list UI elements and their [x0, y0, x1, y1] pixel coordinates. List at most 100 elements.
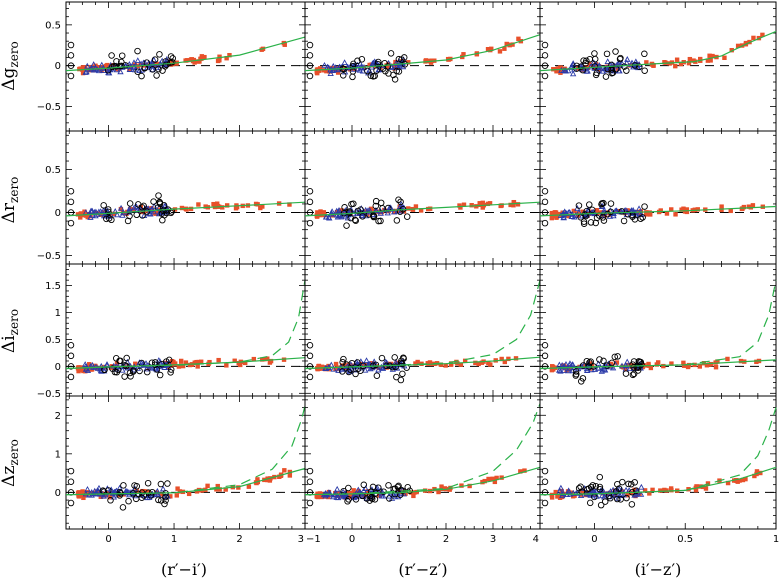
panel-frame	[539, 395, 777, 530]
data-point-square	[482, 478, 487, 484]
data-point-square	[485, 47, 491, 52]
data-point-circle	[634, 364, 642, 371]
data-point-circle	[67, 62, 75, 69]
fit-line-solid	[65, 36, 306, 72]
data-point-square	[335, 70, 341, 75]
data-point-square	[743, 40, 749, 46]
xlabel-col-2: (i′−z′)	[635, 560, 682, 579]
panel-frame	[539, 263, 777, 397]
data-point-square	[339, 363, 345, 368]
data-point-square	[439, 484, 444, 489]
data-point-circle	[393, 67, 400, 75]
data-point-triangle	[126, 66, 133, 72]
data-point-circle	[596, 486, 604, 493]
data-point-circle	[541, 52, 549, 59]
data-point-circle	[579, 66, 586, 74]
data-point-square	[174, 493, 179, 498]
data-point-square	[494, 475, 499, 481]
data-point-triangle	[119, 211, 126, 218]
data-point-circle	[589, 482, 597, 489]
data-point-circle	[591, 55, 599, 63]
panel-r1-c1	[304, 130, 541, 265]
data-point-square	[669, 207, 674, 212]
data-point-circle	[399, 370, 406, 378]
data-point-square	[168, 494, 173, 499]
data-point-square	[580, 209, 585, 214]
data-point-circle	[637, 358, 645, 366]
data-point-circle	[108, 52, 115, 59]
data-point-triangle	[153, 490, 161, 497]
data-point-square	[195, 59, 201, 64]
data-point-square	[442, 486, 448, 491]
data-point-square	[75, 491, 81, 496]
data-point-square	[473, 360, 478, 366]
data-point-square	[615, 66, 621, 71]
data-point-square	[751, 35, 756, 41]
data-point-circle	[157, 480, 165, 488]
data-point-square	[188, 57, 194, 62]
fit-line-dashed	[304, 403, 541, 496]
data-point-circle	[360, 362, 367, 370]
data-point-triangle	[140, 59, 147, 66]
data-point-circle	[138, 489, 146, 496]
data-point-circle	[541, 72, 549, 80]
data-point-square	[654, 362, 660, 367]
data-point-square	[485, 201, 491, 207]
x-tick-label: 0	[349, 534, 355, 545]
data-point-square	[282, 468, 287, 473]
data-point-circle	[134, 47, 141, 55]
data-point-square	[553, 489, 558, 495]
data-point-square	[664, 488, 669, 493]
data-point-circle	[586, 201, 593, 208]
data-point-circle	[572, 368, 580, 375]
data-point-circle	[354, 57, 361, 65]
data-point-circle	[157, 497, 165, 504]
data-point-square	[118, 206, 124, 212]
data-point-circle	[306, 467, 314, 475]
fit-line-solid	[304, 34, 541, 72]
data-point-square	[644, 212, 649, 217]
data-point-square	[361, 65, 367, 71]
data-point-square	[76, 365, 81, 370]
data-point-square	[265, 477, 270, 483]
data-point-square	[754, 359, 759, 365]
data-point-circle	[541, 219, 549, 227]
data-point-triangle	[342, 365, 349, 371]
data-point-circle	[67, 352, 75, 360]
data-point-circle	[350, 60, 357, 68]
fit-line-solid	[304, 356, 541, 370]
data-point-square	[315, 70, 320, 76]
data-point-square	[738, 358, 744, 364]
data-point-circle	[617, 54, 624, 62]
data-point-square	[78, 66, 83, 71]
data-point-circle	[167, 209, 175, 217]
data-point-square	[278, 473, 284, 478]
data-point-square	[734, 478, 739, 483]
data-point-square	[183, 360, 189, 365]
data-point-circle	[306, 499, 314, 507]
data-point-triangle	[601, 65, 608, 72]
data-point-square	[735, 43, 741, 49]
fit-line-solid	[65, 357, 306, 370]
data-point-circle	[168, 58, 176, 66]
data-point-square	[513, 356, 519, 361]
data-point-circle	[149, 488, 156, 496]
data-point-circle	[611, 353, 619, 361]
data-point-square	[644, 60, 649, 65]
data-point-circle	[393, 217, 401, 224]
data-point-square	[215, 203, 221, 209]
panel-r3-c0: 0 1 2 0 1 2 3	[55, 395, 306, 545]
data-point-square	[661, 363, 666, 369]
data-point-square	[681, 360, 686, 366]
data-point-circle	[116, 488, 124, 496]
data-point-square	[324, 68, 329, 74]
data-point-circle	[572, 372, 580, 379]
data-point-triangle	[624, 358, 631, 365]
x-tick-label: 3	[298, 534, 304, 545]
y-axis-labels: Δgzero Δrzero Δizero Δzzero	[0, 41, 21, 487]
data-point-triangle	[117, 204, 125, 211]
data-point-circle	[641, 203, 648, 210]
data-point-square	[220, 205, 225, 210]
y-tick-label: 0.5	[45, 335, 61, 346]
data-point-square	[82, 490, 87, 496]
